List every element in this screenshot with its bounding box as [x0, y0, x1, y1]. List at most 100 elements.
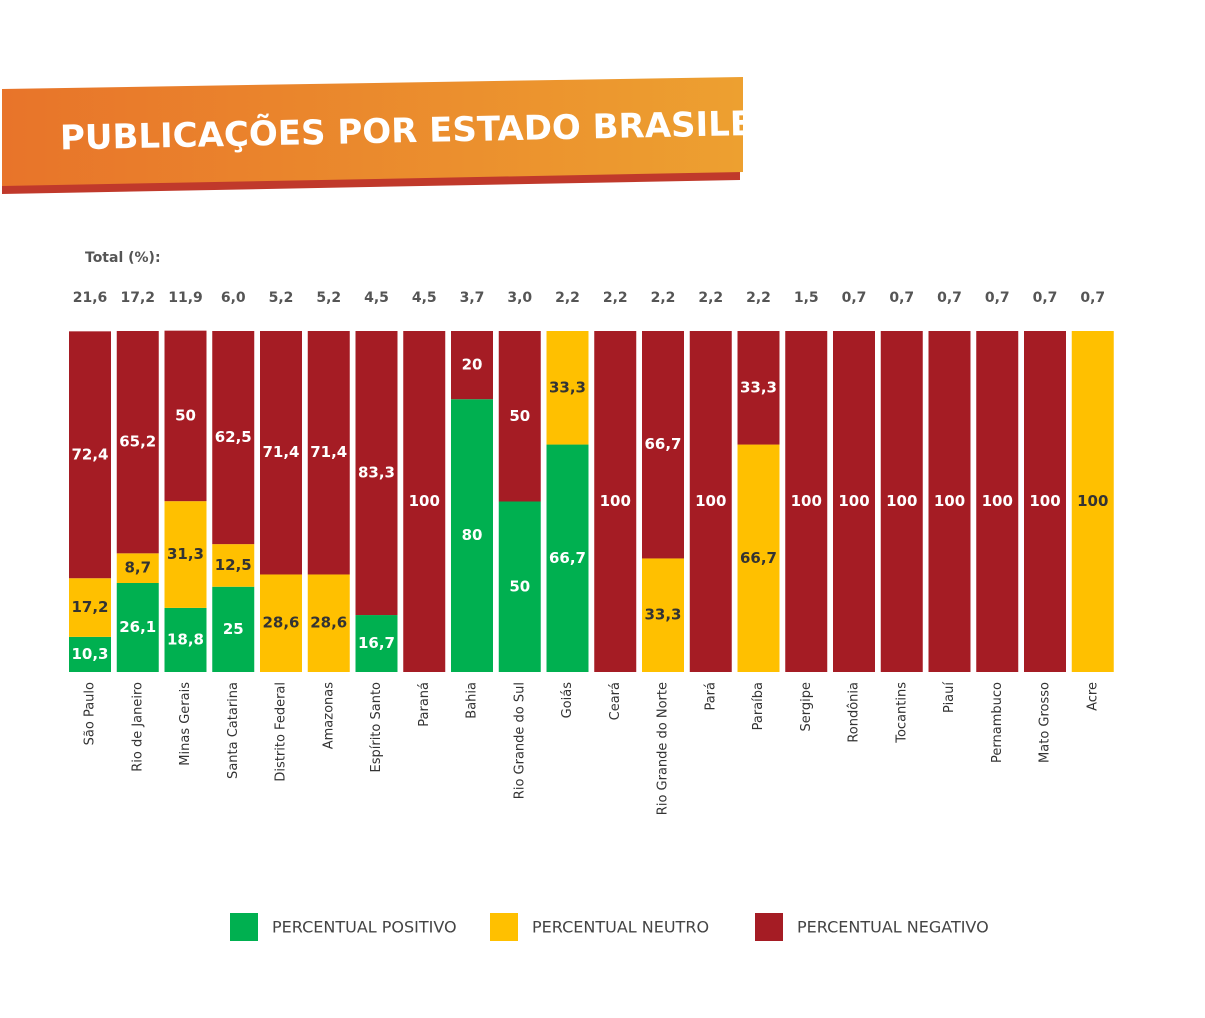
value-label: 28,6: [310, 614, 347, 632]
value-label: 16,7: [358, 634, 395, 652]
value-label: 50: [509, 407, 530, 425]
legend-label: PERCENTUAL POSITIVO: [272, 918, 457, 937]
x-tick-label: Amazonas: [321, 682, 336, 750]
x-tick-label: Mato Grosso: [1038, 682, 1053, 763]
bar-segment: [307, 574, 350, 672]
bar-segment: [69, 636, 111, 672]
total-label: 2,2: [746, 290, 771, 306]
x-tick-label: Bahia: [465, 682, 480, 719]
bar-segment: [116, 331, 159, 554]
bar-segment: [737, 444, 780, 672]
value-label: 100: [934, 492, 965, 510]
x-tick-label: Santa Catarina: [226, 682, 241, 779]
total-label: 1,5: [794, 290, 819, 306]
x-tick-label: Espírito Santo: [369, 682, 384, 773]
value-label: 83,3: [358, 464, 395, 482]
x-tick-label: Rondônia: [847, 682, 862, 743]
value-label: 65,2: [119, 433, 156, 451]
bar-segment: [260, 331, 302, 575]
total-label: 0,7: [937, 290, 962, 306]
x-tick-label: Ceará: [608, 682, 623, 720]
total-label: 11,9: [168, 290, 203, 306]
bar-segment: [212, 544, 255, 587]
total-label: 4,5: [364, 290, 389, 306]
bar-segment: [116, 582, 159, 672]
bar-segment: [785, 331, 828, 672]
total-label: 0,7: [889, 290, 914, 306]
value-label: 20: [462, 356, 483, 374]
value-label: 33,3: [644, 606, 681, 624]
total-label: 2,2: [603, 290, 628, 306]
total-label: 21,6: [73, 290, 108, 306]
value-label: 25: [223, 620, 244, 638]
total-label: 6,0: [221, 290, 246, 306]
value-label: 66,7: [740, 549, 777, 567]
bar-segment: [69, 578, 111, 637]
bar-segment: [403, 331, 446, 672]
total-label: 0,7: [842, 290, 867, 306]
legend-label: PERCENTUAL NEUTRO: [532, 918, 709, 937]
bar-segment: [880, 331, 923, 672]
bar-segment: [642, 558, 684, 672]
x-tick-label: Paraíba: [751, 682, 766, 730]
total-label: 0,7: [1033, 290, 1058, 306]
value-label: 66,7: [644, 435, 681, 453]
bar-segment: [1071, 331, 1114, 672]
value-label: 100: [1029, 492, 1060, 510]
value-label: 33,3: [549, 378, 586, 396]
value-label: 18,8: [167, 630, 204, 648]
value-label: 100: [1077, 492, 1108, 510]
x-tick-label: Piauí: [942, 682, 957, 713]
total-label: 2,2: [698, 290, 723, 306]
value-label: 100: [409, 492, 440, 510]
bar-segment: [212, 586, 255, 672]
x-tick-label: São Paulo: [83, 682, 98, 745]
x-tick-label: Paraná: [417, 682, 432, 727]
x-tick-label: Rio de Janeiro: [130, 682, 145, 772]
bar-segment: [355, 331, 398, 616]
total-label: 5,2: [316, 290, 341, 306]
legend-swatch: [755, 913, 783, 941]
bar-segment: [976, 331, 1019, 672]
value-label: 100: [886, 492, 917, 510]
x-tick-label: Minas Gerais: [178, 682, 193, 766]
totals-title: Total (%):: [85, 250, 161, 266]
total-label: 0,7: [1080, 290, 1105, 306]
total-label: 17,2: [120, 290, 155, 306]
bar-segment: [737, 331, 780, 445]
value-label: 31,3: [167, 545, 204, 563]
value-label: 17,2: [71, 598, 108, 616]
bar-segment: [164, 330, 207, 502]
total-label: 2,2: [555, 290, 580, 306]
banner: [2, 77, 743, 186]
bar-segment: [116, 553, 159, 583]
bar-segment: [451, 399, 493, 672]
bar-segment: [594, 331, 637, 672]
value-label: 10,3: [71, 645, 108, 663]
legend-swatch: [490, 913, 518, 941]
x-tick-label: Pará: [703, 682, 718, 711]
bar-segment: [355, 615, 398, 672]
bar-segment: [1024, 331, 1066, 672]
value-label: 66,7: [549, 549, 586, 567]
bar-segment: [164, 607, 207, 672]
x-tick-label: Rio Grande do Norte: [656, 682, 671, 815]
value-label: 8,7: [124, 559, 151, 577]
bar-segment: [498, 331, 541, 502]
value-label: 50: [175, 406, 196, 424]
bar-segment: [546, 444, 589, 672]
bar-segment: [642, 331, 684, 559]
value-label: 26,1: [119, 618, 156, 636]
value-label: 72,4: [71, 445, 108, 463]
bar-segment: [546, 331, 589, 445]
value-label: 12,5: [215, 556, 252, 574]
total-label: 3,0: [507, 290, 532, 306]
value-label: 62,5: [215, 428, 252, 446]
value-label: 100: [982, 492, 1013, 510]
value-label: 100: [600, 492, 631, 510]
bar-segment: [69, 331, 111, 579]
value-label: 100: [695, 492, 726, 510]
value-label: 71,4: [310, 443, 347, 461]
value-label: 50: [509, 577, 530, 595]
